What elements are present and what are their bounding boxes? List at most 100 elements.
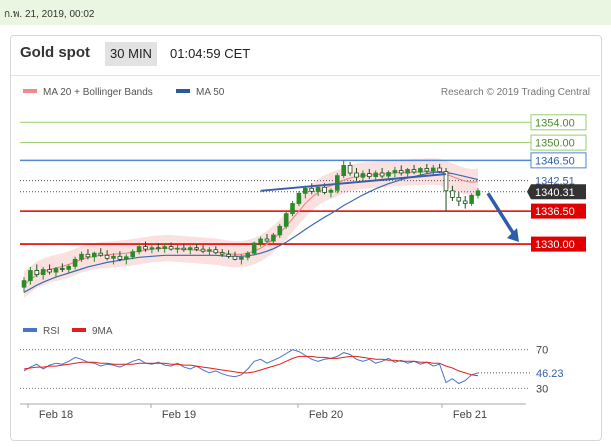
candle-body (328, 189, 334, 193)
level-labels: 1354.001350.001346.501342.511340.311336.… (527, 114, 587, 252)
candlesticks (21, 160, 481, 293)
rsi-level-label: 30 (536, 383, 548, 395)
candle-body (168, 246, 174, 250)
rsi-panel: 70 30 46.23 (20, 345, 564, 395)
candle-body (398, 170, 404, 174)
ma9-legend-label: 9MA (92, 326, 113, 337)
candle-body (290, 203, 295, 215)
candle-body (21, 280, 27, 288)
candle-body (347, 164, 353, 174)
candle-body (85, 253, 91, 258)
candle-body (258, 238, 263, 244)
legend-label-ma20: MA 20 + Bollinger Bands (43, 87, 153, 98)
candle-body (271, 234, 276, 242)
price-levels (20, 121, 532, 245)
legend-swatch-ma20 (23, 89, 37, 93)
candle-body (98, 252, 104, 256)
candle-body (207, 249, 212, 252)
candle-body (283, 213, 289, 227)
candle-body (66, 265, 72, 270)
candle-body (264, 238, 270, 242)
rsi-last-label: 46.23 (536, 368, 564, 380)
timeframe-badge[interactable]: 30 MIN (105, 42, 157, 66)
candle-body (136, 246, 142, 253)
candle-body (245, 252, 251, 258)
time-axis-label: Feb 19 (162, 409, 196, 421)
annotations (260, 173, 519, 243)
candle-body (373, 172, 378, 177)
bollinger-bands (24, 158, 478, 298)
rsi-line (23, 349, 479, 385)
candle-body (213, 249, 219, 254)
instrument-title: Gold spot (20, 44, 90, 61)
candle-body (322, 186, 327, 193)
candle-body (175, 247, 180, 250)
candle-body (111, 255, 116, 259)
candle-body (117, 255, 123, 260)
candle-body (315, 186, 321, 192)
chart-panel (10, 35, 602, 441)
date-bar: ก.พ. 21, 2019, 00:02 (0, 0, 611, 25)
candle-body (405, 169, 410, 174)
candle-body (72, 258, 78, 267)
candle-body (239, 256, 244, 260)
date-text: ก.พ. 21, 2019, 00:02 (4, 9, 95, 20)
candle-body (124, 256, 129, 260)
last-price-box (527, 184, 586, 200)
research-credit: Research © 2019 Trading Central (441, 87, 590, 98)
header-divider (11, 75, 600, 76)
candle-body (386, 172, 391, 177)
candle-body (354, 172, 359, 178)
candle-body (162, 246, 168, 250)
legend-label-ma50: MA 50 (196, 87, 225, 98)
candle-body (366, 173, 372, 178)
candle-body (411, 169, 417, 173)
level-label: 1336.50 (535, 206, 575, 218)
ma9-legend-swatch (72, 328, 86, 332)
candle-body (34, 270, 40, 275)
candle-body (104, 254, 110, 259)
moving-averages (23, 170, 479, 293)
candle-body (40, 269, 46, 275)
candle-body (437, 167, 442, 172)
candle-body (341, 164, 346, 176)
rsi-legend-label: RSI (43, 326, 60, 337)
time-axis-label: Feb 20 (309, 409, 343, 421)
candle-body (309, 187, 314, 192)
timestamp: 01:04:59 CET (170, 46, 251, 61)
candle-body (430, 167, 436, 172)
candle-body (232, 255, 238, 260)
chart-legend: MA 20 + Bollinger Bands MA 50 Research ©… (23, 87, 590, 98)
candle-body (92, 252, 97, 258)
trend-line (260, 173, 447, 192)
forecast-arrow-head (507, 228, 519, 243)
candle-body (379, 172, 385, 177)
candle-body (424, 168, 430, 172)
rsi-level-label: 70 (536, 345, 548, 357)
time-axis-label: Feb 18 (39, 409, 73, 421)
rsi-ma9-line (23, 355, 479, 377)
level-label: 1346.50 (535, 155, 575, 167)
level-label: 1330.00 (535, 239, 575, 251)
time-axis: Feb 18 Feb 19 Feb 20 Feb 21 (20, 403, 526, 421)
level-label-box (531, 236, 586, 252)
candle-body (462, 200, 468, 204)
candle-body (79, 253, 84, 260)
forecast-arrow-shaft (486, 192, 517, 237)
candle-body (181, 247, 187, 251)
candle-body (296, 192, 302, 204)
level-label: 1354.00 (535, 117, 575, 129)
candle-body (130, 251, 136, 258)
level-label-box (531, 203, 586, 219)
candle-body (60, 268, 65, 270)
timeframe-label: 30 MIN (110, 46, 152, 61)
candle-body (47, 269, 52, 273)
candle-body (187, 247, 193, 251)
rsi-legend-swatch (23, 328, 37, 332)
level-label: 1350.00 (535, 138, 575, 150)
ma50-line (23, 171, 479, 293)
candle-body (277, 225, 283, 236)
candle-body (53, 268, 59, 273)
bollinger-band-area (24, 158, 478, 298)
